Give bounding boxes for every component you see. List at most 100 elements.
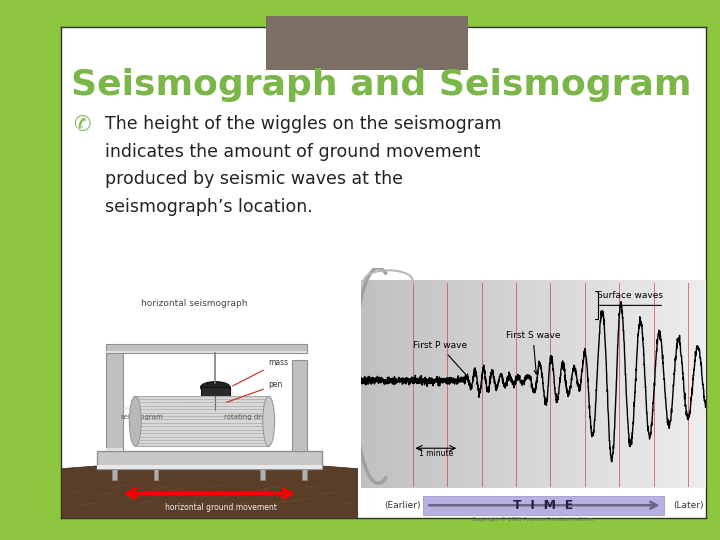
Bar	[492, 280, 495, 488]
Bar	[482, 280, 485, 488]
Bar	[636, 280, 640, 488]
Bar	[106, 351, 307, 353]
Bar	[561, 280, 564, 488]
Bar	[106, 345, 307, 353]
Bar	[409, 280, 413, 488]
Text: horizontal seismograph: horizontal seismograph	[141, 299, 248, 308]
Bar	[536, 280, 540, 488]
Bar	[153, 469, 158, 480]
Bar	[671, 280, 675, 488]
Bar	[530, 280, 534, 488]
Bar	[696, 280, 698, 488]
Bar	[547, 280, 551, 488]
Bar	[416, 280, 420, 488]
Bar	[681, 280, 685, 488]
Bar	[609, 280, 613, 488]
Bar	[606, 280, 609, 488]
Text: Copyright © 2005 Pearson Prentice Hall, Inc.: Copyright © 2005 Pearson Prentice Hall, …	[472, 516, 595, 522]
Bar	[588, 280, 592, 488]
Bar	[413, 280, 416, 488]
Bar	[650, 280, 654, 488]
Bar	[485, 280, 488, 488]
Text: Seismograph and Seismogram: Seismograph and Seismogram	[71, 68, 691, 102]
Bar	[437, 280, 440, 488]
Bar	[385, 280, 388, 488]
Bar	[423, 496, 665, 515]
Polygon shape	[61, 462, 358, 518]
Bar	[685, 280, 688, 488]
Bar	[575, 280, 578, 488]
Bar	[478, 280, 482, 488]
Bar	[551, 280, 554, 488]
Text: First S wave: First S wave	[505, 331, 560, 374]
Bar	[457, 280, 461, 488]
Bar	[688, 280, 692, 488]
Bar	[399, 280, 402, 488]
Bar	[106, 448, 123, 450]
Bar	[554, 280, 557, 488]
Bar	[368, 280, 372, 488]
Text: rotating drum: rotating drum	[224, 414, 273, 420]
Bar	[585, 280, 588, 488]
Bar	[519, 280, 523, 488]
Text: The height of the wiggles on the seismogram: The height of the wiggles on the seismog…	[105, 116, 502, 133]
Bar	[567, 280, 571, 488]
Bar	[454, 280, 457, 488]
Bar	[426, 280, 430, 488]
Bar	[619, 280, 623, 488]
Ellipse shape	[263, 396, 274, 446]
Ellipse shape	[200, 382, 230, 393]
Bar	[702, 280, 706, 488]
Bar	[692, 280, 696, 488]
Bar	[626, 280, 630, 488]
Bar	[423, 280, 426, 488]
Bar	[678, 280, 681, 488]
Bar	[440, 280, 444, 488]
Bar	[540, 280, 544, 488]
Bar	[599, 280, 602, 488]
Text: 1 minute: 1 minute	[419, 449, 453, 458]
Text: indicates the amount of ground movement: indicates the amount of ground movement	[105, 143, 480, 161]
Bar	[613, 280, 616, 488]
Bar	[644, 280, 647, 488]
Bar	[200, 387, 230, 396]
Text: pen: pen	[227, 380, 283, 402]
Bar	[502, 280, 505, 488]
Ellipse shape	[130, 396, 141, 446]
Bar	[505, 280, 509, 488]
Bar	[513, 280, 516, 488]
Bar	[509, 280, 513, 488]
Text: produced by seismic waves at the: produced by seismic waves at the	[105, 171, 403, 188]
Bar	[557, 280, 561, 488]
Text: (Later): (Later)	[673, 501, 703, 510]
Text: (Earlier): (Earlier)	[384, 501, 420, 510]
Bar	[420, 280, 423, 488]
Text: ✆: ✆	[73, 116, 91, 136]
Bar	[96, 465, 322, 469]
Bar	[402, 280, 405, 488]
Bar	[488, 280, 492, 488]
Bar	[616, 280, 619, 488]
Bar	[395, 280, 399, 488]
Bar	[534, 280, 536, 488]
Bar	[526, 280, 530, 488]
Bar	[461, 280, 464, 488]
Bar	[474, 280, 478, 488]
Bar	[647, 280, 650, 488]
Bar	[592, 280, 595, 488]
Bar	[595, 280, 599, 488]
Bar	[578, 280, 582, 488]
Bar	[96, 450, 322, 469]
Bar	[654, 280, 657, 488]
Text: seismogram: seismogram	[120, 414, 163, 420]
Bar	[451, 280, 454, 488]
Bar	[630, 280, 633, 488]
Text: First P wave: First P wave	[413, 341, 469, 377]
Text: www.visualunderstandingyou...: www.visualunderstandingyou...	[122, 406, 208, 411]
Text: mass: mass	[233, 357, 289, 386]
Text: T  I  M  E: T I M E	[513, 499, 574, 512]
Bar	[564, 280, 567, 488]
Bar	[372, 280, 374, 488]
Bar	[378, 280, 382, 488]
Bar	[430, 280, 433, 488]
